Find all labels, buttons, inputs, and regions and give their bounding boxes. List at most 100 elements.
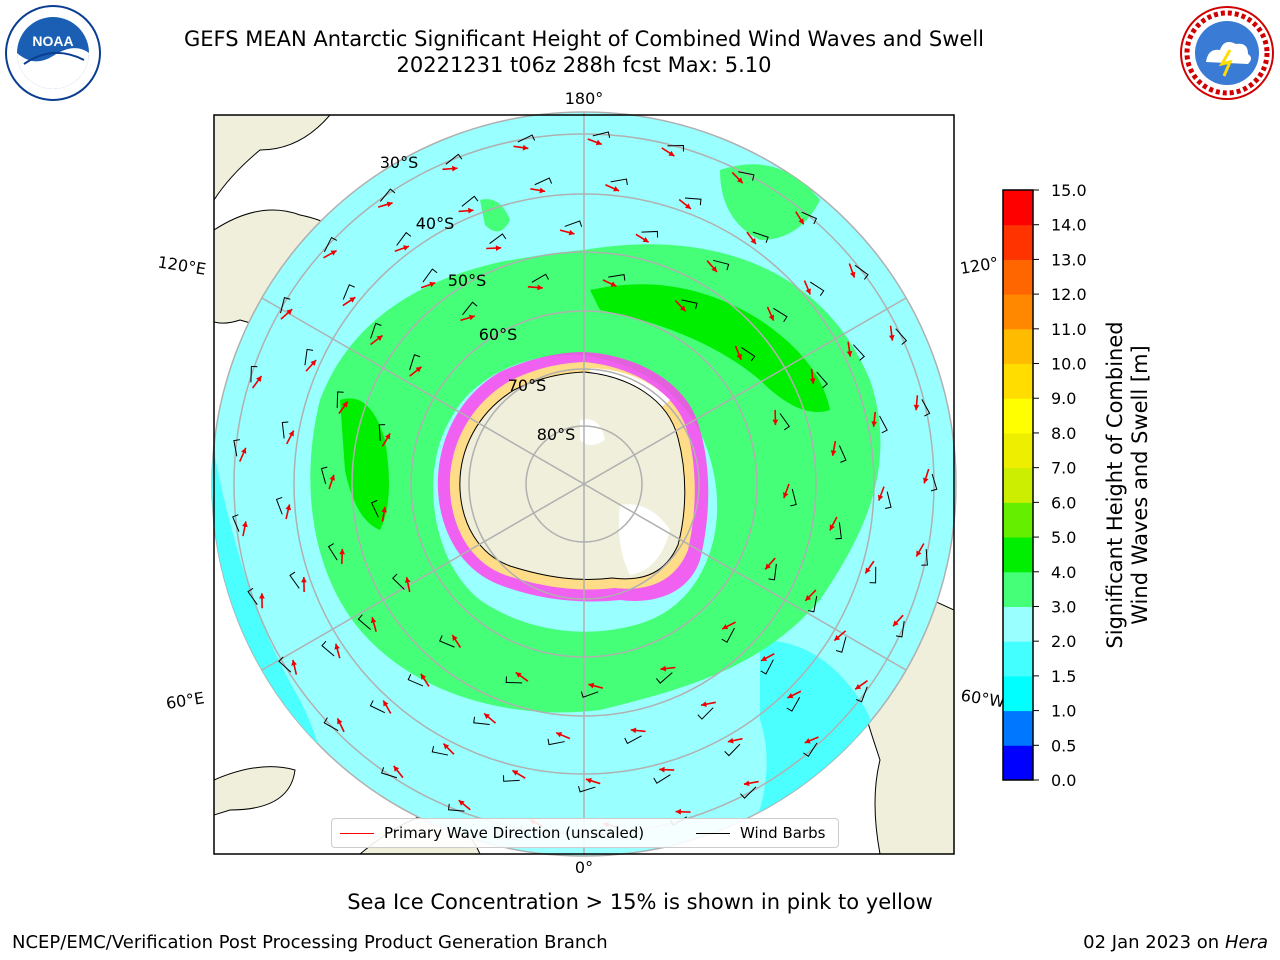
lon-label-60e: 60°E <box>165 688 206 713</box>
wave-direction-arrowhead <box>701 701 707 707</box>
title-line-1: GEFS MEAN Antarctic Significant Height o… <box>183 27 985 51</box>
antarctica-and-sea-ice <box>437 352 709 602</box>
wind-barb <box>407 674 424 687</box>
wind-barb <box>816 371 828 389</box>
wave-direction-arrowhead <box>339 548 346 555</box>
lat-label-70s: 70°S <box>508 376 547 395</box>
wave-direction-arrowhead <box>334 643 340 650</box>
wind-barb <box>721 627 735 643</box>
wind-barb <box>741 347 756 362</box>
colorbar-bin <box>1003 745 1033 781</box>
wave-direction-arrowhead <box>804 738 811 744</box>
wind-barb <box>738 171 755 181</box>
wave-direction-arrowhead <box>537 284 543 291</box>
wind-barb <box>370 499 379 518</box>
wind-barb <box>447 803 465 812</box>
wave-direction-arrowhead <box>337 718 343 725</box>
wind-barb <box>336 391 344 408</box>
nws-logo <box>1180 6 1274 100</box>
wind-barb <box>342 284 355 300</box>
wave-direction-arrowhead <box>242 521 248 528</box>
colorbar-bin <box>1003 398 1033 434</box>
wind-barb <box>740 786 757 799</box>
wind-barb <box>885 491 892 509</box>
wind-barb <box>807 595 818 613</box>
colorbar-tick-label: 8.0 <box>1051 424 1076 443</box>
wind-barb <box>392 573 405 590</box>
wave-direction-arrowhead <box>468 314 475 321</box>
wind-barb <box>232 514 240 532</box>
legend-item-wind-barbs: Wind Barbs <box>696 824 825 842</box>
wave-direction-arrowhead <box>849 271 856 278</box>
wind-barb <box>773 307 788 322</box>
wind-barb <box>610 178 628 186</box>
wave-direction-arrowhead <box>429 281 436 288</box>
wave-direction-arrowhead <box>888 335 895 341</box>
colorbar-tick-label: 13.0 <box>1051 250 1087 269</box>
wave-direction-arrowhead <box>393 765 400 772</box>
wave-direction-arrowhead <box>468 207 474 214</box>
wind-barb <box>667 144 684 152</box>
lat-label-30s: 30°S <box>380 153 419 172</box>
footer-date: 02 Jan 2023 on Hera <box>1083 932 1268 953</box>
wind-barb <box>431 745 449 756</box>
wave-direction-arrowhead <box>865 567 871 574</box>
wind-barb <box>577 785 596 793</box>
wind-barb <box>439 635 455 648</box>
colorbar-bin <box>1003 710 1033 746</box>
wave-direction-arrowhead <box>568 229 575 236</box>
wind-barb <box>803 742 818 757</box>
wind-barb <box>321 640 335 657</box>
colorbar-bin <box>1003 502 1033 538</box>
sea-ice-caption: Sea Ice Concentration > 15% is shown in … <box>347 890 933 914</box>
svg-text:NOAA: NOAA <box>32 33 73 49</box>
wave-direction-arrowhead <box>805 288 811 295</box>
wind-barb <box>445 153 463 165</box>
wave-direction-arrowhead <box>585 777 592 784</box>
wave-direction-arrowhead <box>301 577 307 583</box>
colorbar-border <box>1002 189 1034 781</box>
wind-barb <box>370 322 382 339</box>
colorbar-bin <box>1003 259 1033 295</box>
wave-direction-arrowhead <box>913 404 920 411</box>
lon-label-60w: 60°W <box>960 686 1007 712</box>
wave-direction-arrowhead <box>443 743 450 750</box>
lat-label-50s: 50°S <box>448 271 487 290</box>
wave-direction-arrowhead <box>370 617 377 624</box>
wind-barb <box>752 231 769 244</box>
wave-direction-arrowhead <box>588 682 595 689</box>
wave-direction-arrowhead <box>684 203 691 209</box>
wind-barb <box>275 496 283 515</box>
wind-barb <box>930 473 938 492</box>
wind-barb <box>247 587 258 605</box>
wave-direction-arrowhead <box>737 177 743 184</box>
wave-direction-arrowhead <box>452 634 458 641</box>
footer-branch: NCEP/EMC/Verification Post Processing Pr… <box>12 932 608 953</box>
wind-barb <box>786 696 801 712</box>
wind-barb <box>801 211 818 225</box>
wave-direction-arrowhead <box>765 563 771 570</box>
wind-barb <box>378 424 386 441</box>
wave-direction-arrowhead <box>330 250 337 256</box>
wave-direction-arrowhead <box>761 655 768 661</box>
wave-direction-arrowhead <box>595 139 602 146</box>
wind-barb <box>461 195 479 207</box>
wind-barb <box>895 620 905 638</box>
wave-direction-arrowhead <box>349 297 356 303</box>
wave-direction-arrowhead <box>916 550 922 557</box>
wind-barb <box>233 439 240 457</box>
legend-item-wave-direction: Primary Wave Direction (unscaled) <box>340 824 644 842</box>
wave-direction-arrowhead <box>256 375 262 382</box>
wave-direction-arrowhead <box>495 245 502 251</box>
colorbar-bin <box>1003 571 1033 607</box>
wave-direction-arrowhead <box>871 421 878 427</box>
legend-swatch-barbs <box>696 833 730 834</box>
legend-label-wave: Primary Wave Direction (unscaled) <box>384 824 645 842</box>
wind-arrows <box>232 131 938 838</box>
wind-barb <box>853 344 865 361</box>
wave-direction-arrowhead <box>782 492 789 499</box>
colorbar-label-line-1: Significant Height of Combined <box>1103 321 1127 649</box>
colorbar-bin <box>1003 675 1033 712</box>
wave-direction-arrowhead <box>711 266 718 273</box>
wind-barb <box>489 233 507 244</box>
